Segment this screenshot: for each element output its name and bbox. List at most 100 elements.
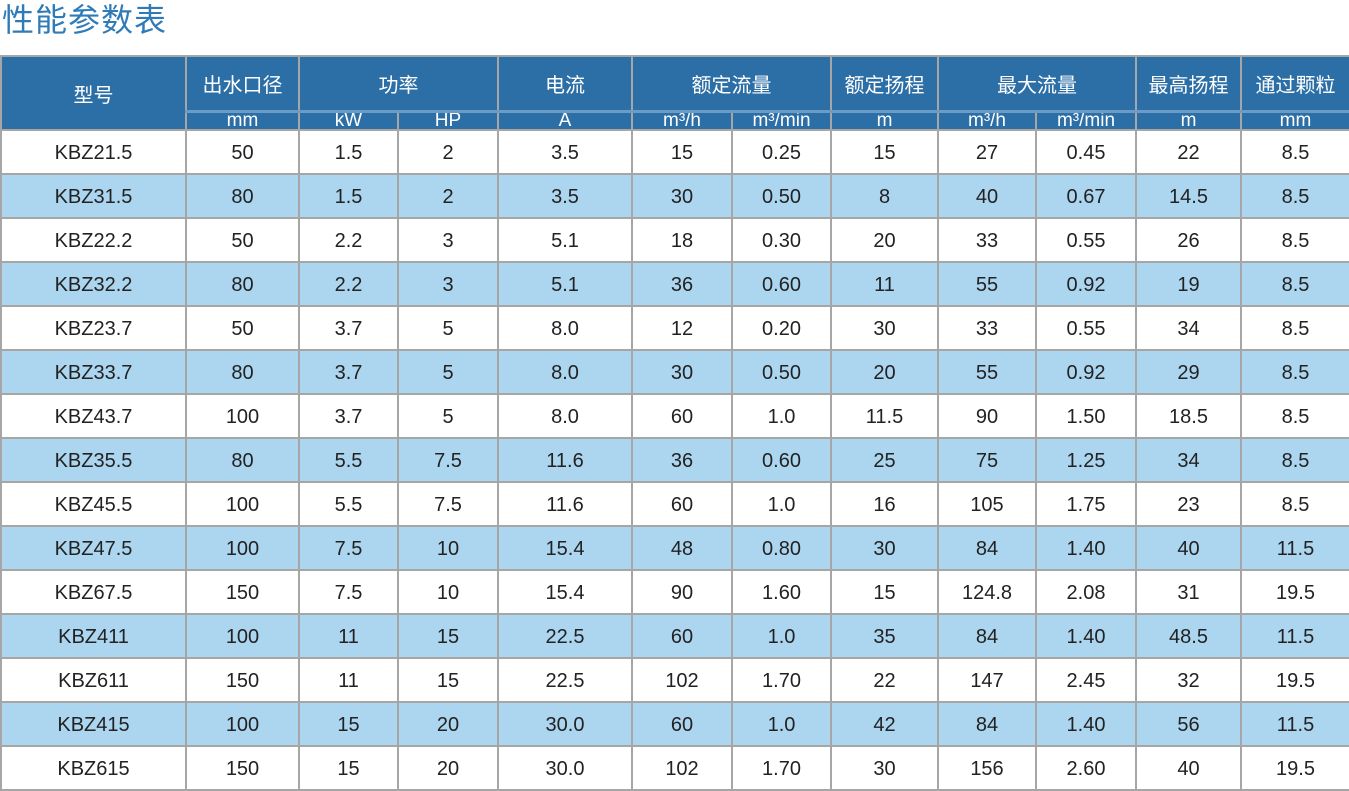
value-cell: 84: [937, 701, 1037, 747]
value-cell: 11: [298, 657, 399, 703]
value-cell: 20: [397, 745, 499, 791]
model-cell: KBZ43.7: [0, 393, 187, 439]
value-cell: 84: [937, 613, 1037, 659]
value-cell: 1.5: [298, 129, 399, 175]
value-cell: 19: [1135, 261, 1242, 307]
value-cell: 11.5: [1240, 613, 1349, 659]
value-cell: 1.5: [298, 173, 399, 219]
value-cell: 16: [830, 481, 939, 527]
value-cell: 11.5: [830, 393, 939, 439]
value-cell: 0.30: [731, 217, 832, 263]
value-cell: 1.40: [1035, 525, 1137, 571]
value-cell: 11: [830, 261, 939, 307]
table-row: KBZ32.2 80 2.2 3 5.1 36 0.60 11 55 0.92 19 8.5: [0, 261, 1349, 307]
value-cell: 30.0: [497, 745, 633, 791]
value-cell: 90: [631, 569, 733, 615]
value-cell: 8.0: [497, 393, 633, 439]
value-cell: 1.50: [1035, 393, 1137, 439]
model-cell: KBZ615: [0, 745, 187, 791]
value-cell: 3: [397, 261, 499, 307]
value-cell: 5: [397, 393, 499, 439]
value-cell: 1.40: [1035, 701, 1137, 747]
value-cell: 36: [631, 261, 733, 307]
value-cell: 18.5: [1135, 393, 1242, 439]
value-cell: 8.5: [1240, 129, 1349, 175]
value-cell: 15: [397, 657, 499, 703]
value-cell: 11.6: [497, 481, 633, 527]
value-cell: 100: [185, 481, 300, 527]
value-cell: 5.5: [298, 437, 399, 483]
value-cell: 60: [631, 701, 733, 747]
value-cell: 22: [830, 657, 939, 703]
value-cell: 55: [937, 261, 1037, 307]
value-cell: 30: [830, 305, 939, 351]
value-cell: 15.4: [497, 525, 633, 571]
table-row: KBZ611 150 11 15 22.5 102 1.70 22 147 2.45 32 19.5: [0, 657, 1349, 703]
value-cell: 15: [298, 701, 399, 747]
value-cell: 90: [937, 393, 1037, 439]
value-cell: 102: [631, 745, 733, 791]
value-cell: 50: [185, 129, 300, 175]
value-cell: 22.5: [497, 613, 633, 659]
value-cell: 80: [185, 173, 300, 219]
unit-header: m³/min: [731, 110, 832, 131]
value-cell: 30: [631, 173, 733, 219]
unit-header: HP: [397, 110, 499, 131]
value-cell: 22.5: [497, 657, 633, 703]
value-cell: 5: [397, 305, 499, 351]
value-cell: 0.92: [1035, 349, 1137, 395]
value-cell: 3.5: [497, 173, 633, 219]
model-cell: KBZ415: [0, 701, 187, 747]
value-cell: 8.5: [1240, 393, 1349, 439]
value-cell: 0.55: [1035, 217, 1137, 263]
table-row: KBZ21.5 50 1.5 2 3.5 15 0.25 15 27 0.45 22 8.5: [0, 129, 1349, 175]
table-row: KBZ45.5 100 5.5 7.5 11.6 60 1.0 16 105 1.75 23 8.5: [0, 481, 1349, 527]
value-cell: 18: [631, 217, 733, 263]
header-particle: 通过颗粒: [1240, 55, 1349, 113]
table-row: KBZ43.7 100 3.7 5 8.0 60 1.0 11.5 90 1.50 18.5 8.5: [0, 393, 1349, 439]
value-cell: 34: [1135, 305, 1242, 351]
value-cell: 31: [1135, 569, 1242, 615]
value-cell: 60: [631, 393, 733, 439]
value-cell: 60: [631, 481, 733, 527]
model-cell: KBZ611: [0, 657, 187, 703]
value-cell: 30.0: [497, 701, 633, 747]
value-cell: 55: [937, 349, 1037, 395]
value-cell: 14.5: [1135, 173, 1242, 219]
value-cell: 8.5: [1240, 437, 1349, 483]
value-cell: 7.5: [397, 481, 499, 527]
value-cell: 56: [1135, 701, 1242, 747]
value-cell: 0.50: [731, 349, 832, 395]
table-row: KBZ33.7 80 3.7 5 8.0 30 0.50 20 55 0.92 29 8.5: [0, 349, 1349, 395]
model-cell: KBZ21.5: [0, 129, 187, 175]
value-cell: 0.55: [1035, 305, 1137, 351]
value-cell: 3: [397, 217, 499, 263]
value-cell: 1.25: [1035, 437, 1137, 483]
value-cell: 100: [185, 525, 300, 571]
header-model: 型号: [0, 55, 187, 131]
value-cell: 15: [397, 613, 499, 659]
value-cell: 1.0: [731, 481, 832, 527]
value-cell: 2.2: [298, 217, 399, 263]
model-cell: KBZ32.2: [0, 261, 187, 307]
value-cell: 2.2: [298, 261, 399, 307]
value-cell: 8.5: [1240, 173, 1349, 219]
model-cell: KBZ33.7: [0, 349, 187, 395]
value-cell: 5.5: [298, 481, 399, 527]
value-cell: 5: [397, 349, 499, 395]
header-max-flow: 最大流量: [937, 55, 1137, 113]
value-cell: 105: [937, 481, 1037, 527]
value-cell: 1.0: [731, 393, 832, 439]
value-cell: 0.60: [731, 261, 832, 307]
model-cell: KBZ31.5: [0, 173, 187, 219]
value-cell: 26: [1135, 217, 1242, 263]
value-cell: 48: [631, 525, 733, 571]
value-cell: 0.80: [731, 525, 832, 571]
unit-header: m: [1135, 110, 1242, 131]
value-cell: 48.5: [1135, 613, 1242, 659]
value-cell: 0.45: [1035, 129, 1137, 175]
value-cell: 1.75: [1035, 481, 1137, 527]
value-cell: 50: [185, 217, 300, 263]
value-cell: 20: [830, 349, 939, 395]
model-cell: KBZ35.5: [0, 437, 187, 483]
